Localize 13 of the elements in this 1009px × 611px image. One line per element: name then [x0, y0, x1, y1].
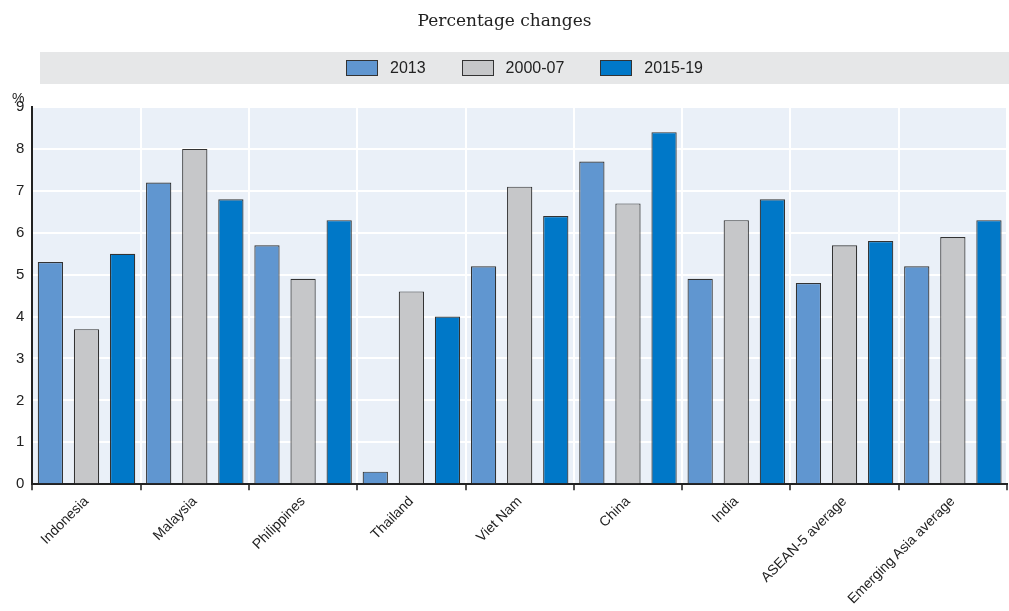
legend-label: 2000-07 — [505, 59, 565, 77]
y-tick-label: 7 — [16, 180, 25, 198]
y-tick-label: 1 — [16, 432, 25, 450]
y-tick-label: 3 — [16, 348, 25, 366]
y-tick-label: 4 — [16, 306, 25, 324]
y-tick-label: 5 — [16, 264, 25, 282]
y-tick-label: 8 — [16, 139, 25, 157]
legend-label: 2013 — [389, 59, 426, 77]
y-tick-label: 6 — [16, 222, 25, 240]
legend-label: 2015-19 — [644, 59, 704, 77]
chart-subtitle: Percentage changes — [416, 10, 593, 30]
y-tick-label: 2 — [16, 390, 25, 408]
y-tick-label: 0 — [16, 474, 25, 492]
